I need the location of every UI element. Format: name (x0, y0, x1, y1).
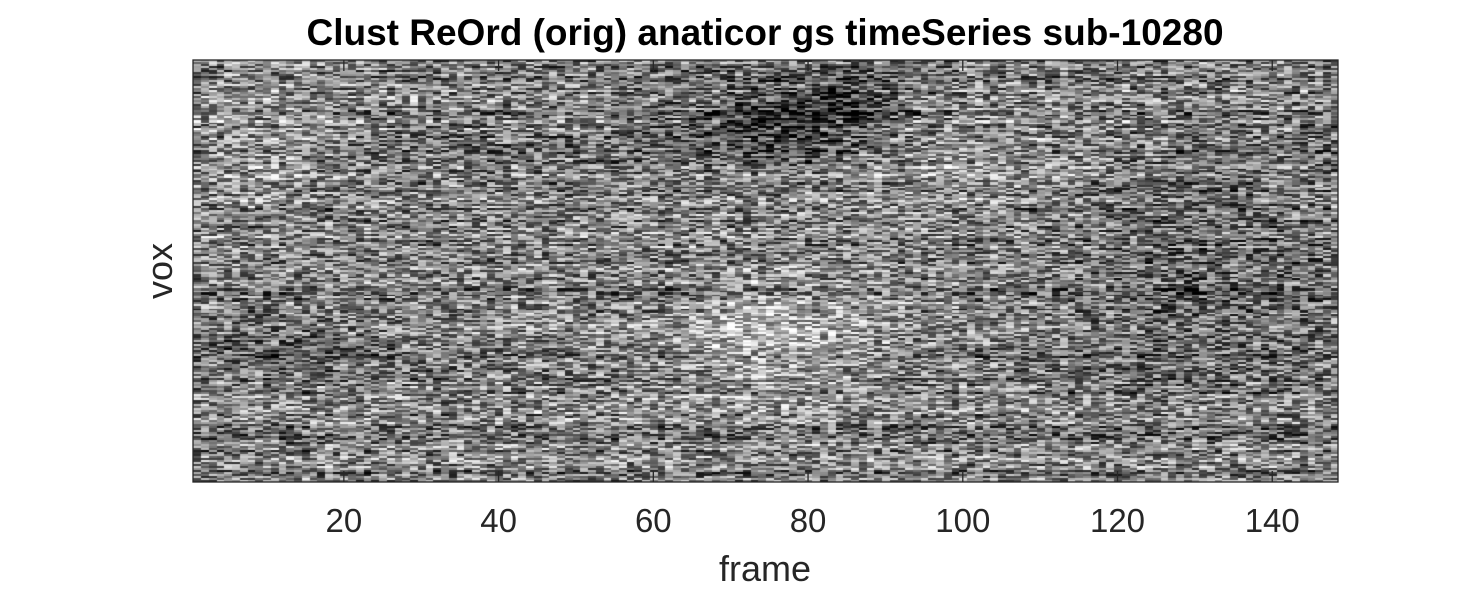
x-tick-label: 80 (790, 502, 827, 539)
heatmap-image (193, 60, 1338, 482)
x-tick-label: 60 (635, 502, 672, 539)
plot-frame (192, 59, 1339, 483)
x-axis-ticks: 20 40 60 80 100 120 140 (326, 60, 1300, 539)
x-axis-label: frame (719, 548, 811, 589)
y-axis-label: vox (139, 243, 180, 299)
x-tick-label: 140 (1245, 502, 1300, 539)
chart-title: Clust ReOrd (orig) anaticor gs timeSerie… (306, 12, 1223, 53)
x-tick-label: 100 (935, 502, 990, 539)
x-tick-label: 20 (326, 502, 363, 539)
x-tick-label: 40 (480, 502, 517, 539)
x-tick-label: 120 (1090, 502, 1145, 539)
plot-area (192, 59, 1339, 483)
